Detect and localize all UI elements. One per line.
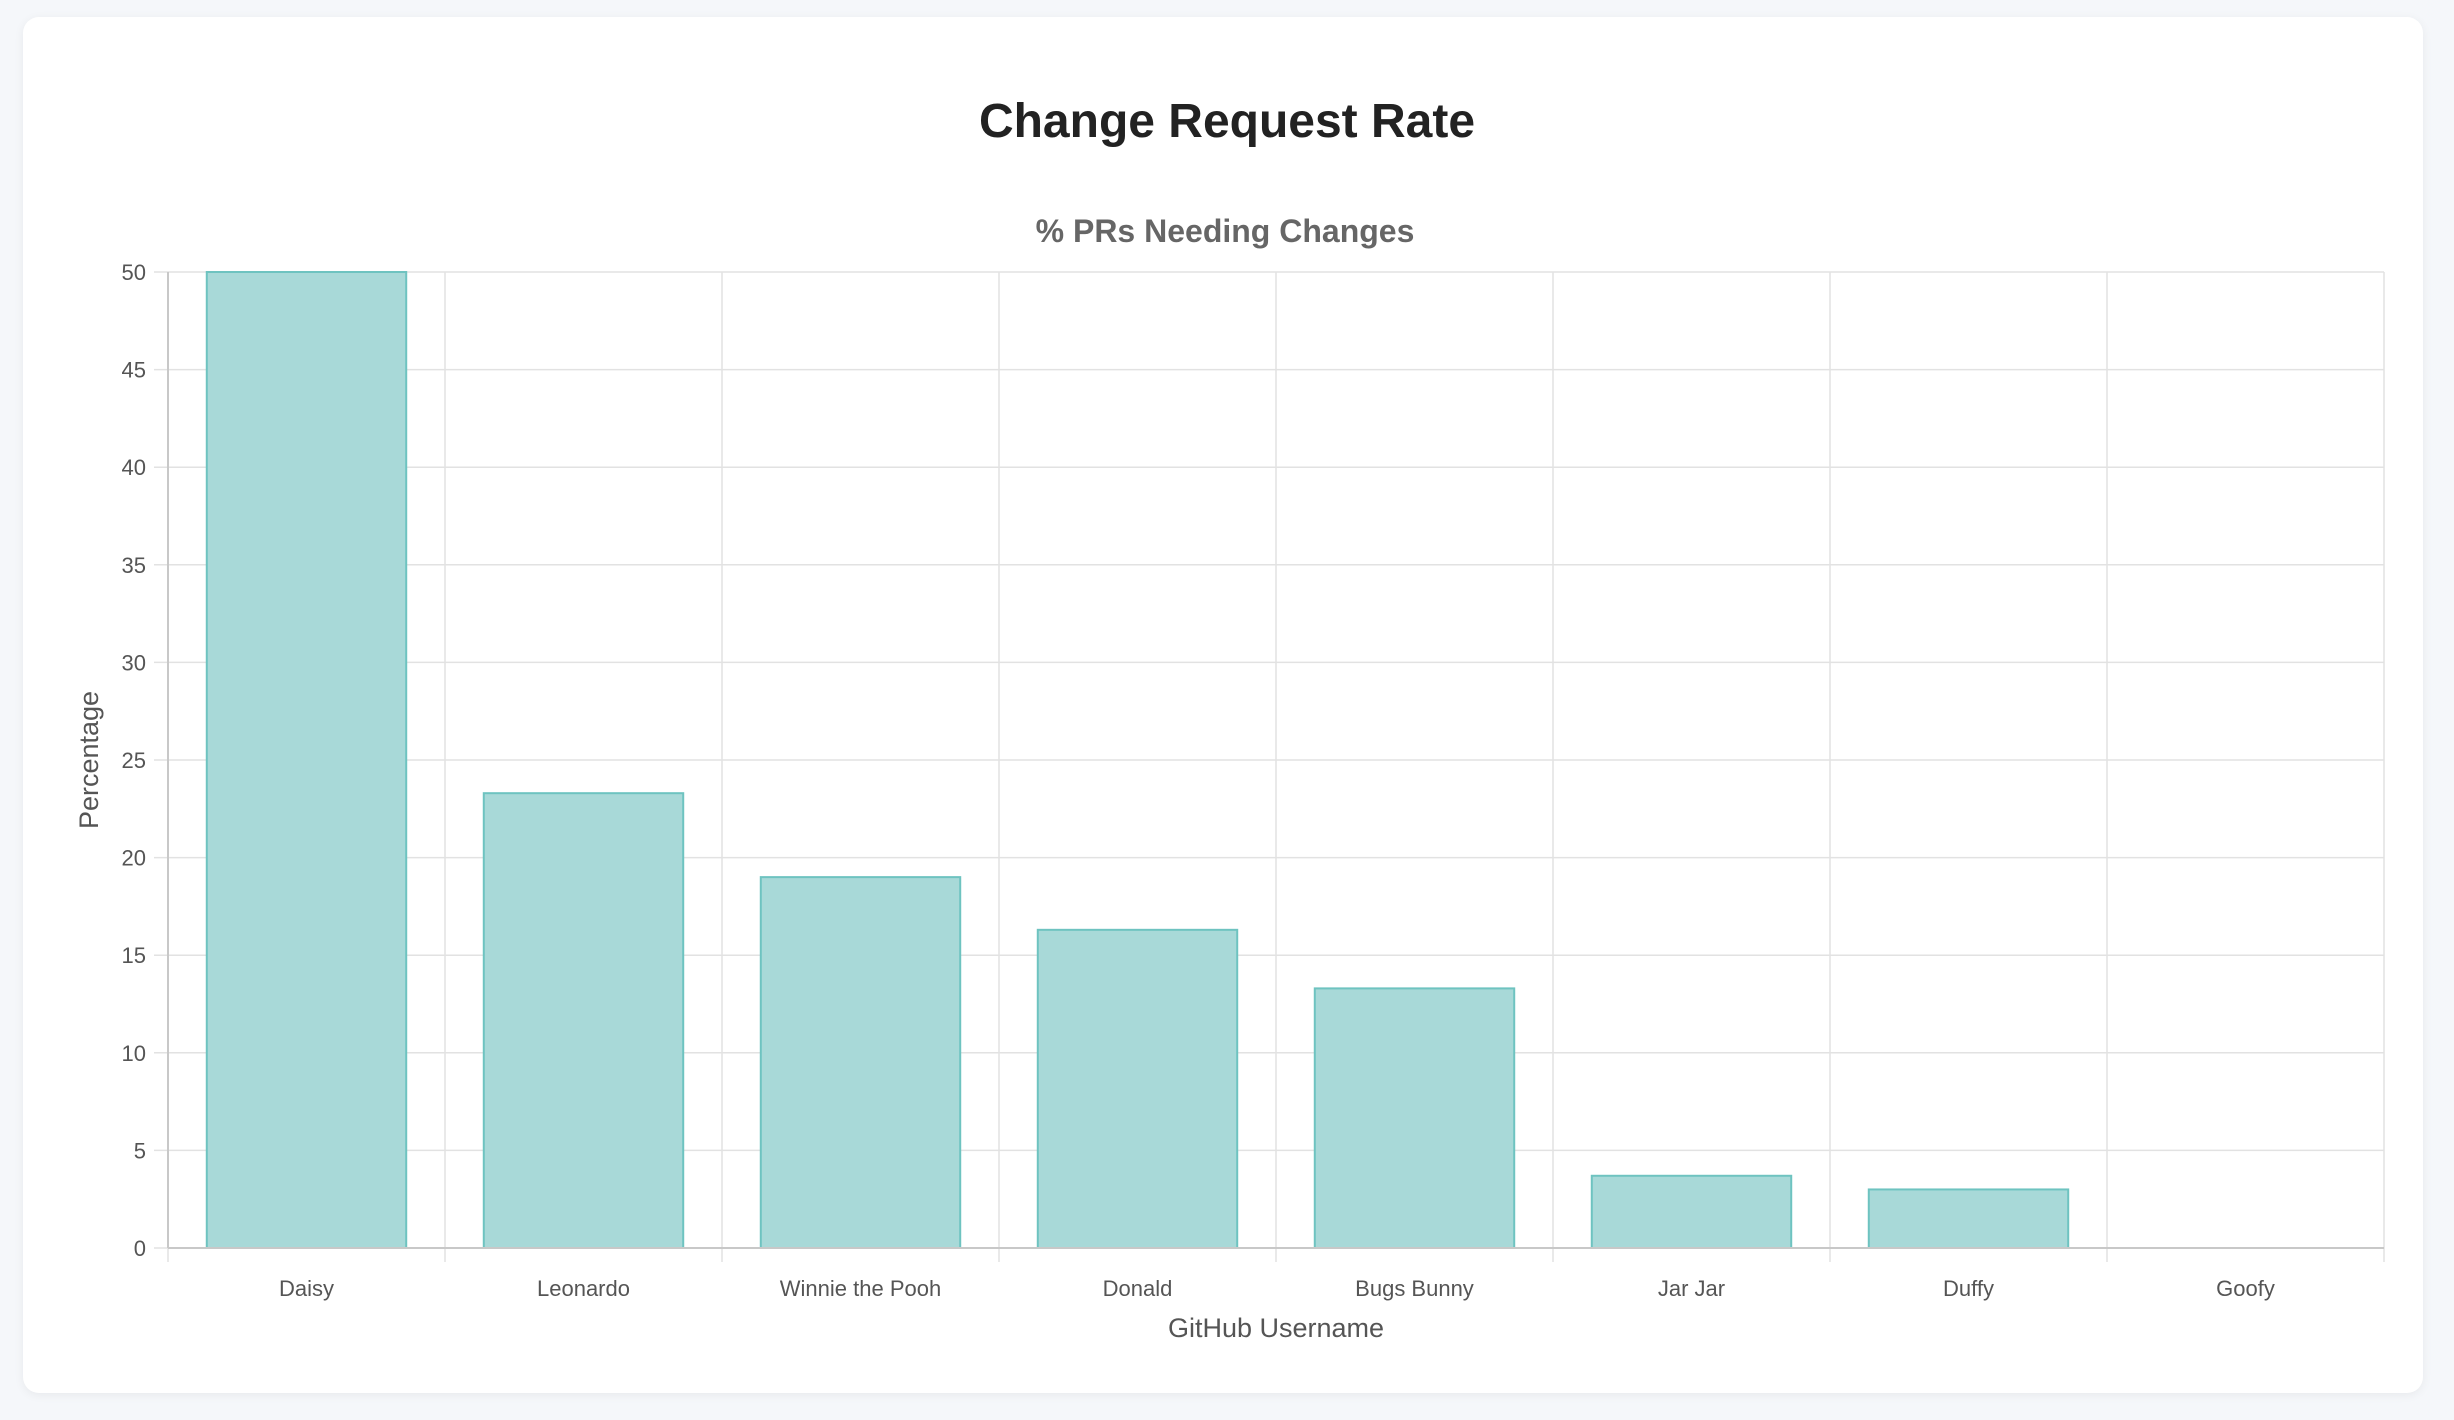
x-tick-label: Winnie the Pooh [780, 1276, 941, 1301]
x-tick-label: Bugs Bunny [1355, 1276, 1474, 1301]
y-tick-label: 30 [122, 650, 146, 675]
y-tick-label: 35 [122, 553, 146, 578]
bar-winnie-the-pooh[interactable] [759, 876, 962, 1249]
x-tick-label: Goofy [2216, 1276, 2275, 1301]
bar-jar-jar[interactable] [1590, 1174, 1793, 1249]
y-tick-label: 45 [122, 358, 146, 383]
x-tick-label: Leonardo [537, 1276, 630, 1301]
y-tick-label: 25 [122, 748, 146, 773]
x-tick-label: Donald [1103, 1276, 1173, 1301]
bars [205, 271, 2070, 1250]
x-tick-label: Daisy [279, 1276, 334, 1301]
y-tick-label: 15 [122, 943, 146, 968]
bar-bugs-bunny[interactable] [1313, 987, 1516, 1249]
bar-leonardo[interactable] [482, 792, 685, 1250]
bar-daisy[interactable] [205, 271, 408, 1249]
y-tick-label: 0 [134, 1236, 146, 1261]
axes: 0 5 10 15 20 25 30 35 40 45 50 Daisy Leonardo Winnie … [122, 260, 2384, 1301]
bar-duffy[interactable] [1867, 1188, 2070, 1249]
x-axis-title: GitHub Username [1168, 1313, 1384, 1343]
y-tick-label: 20 [122, 846, 146, 871]
page-title: Change Request Rate [978, 95, 1476, 148]
x-tick-label: Jar Jar [1658, 1276, 1725, 1301]
y-tick-label: 10 [122, 1041, 146, 1066]
y-tick-label: 50 [122, 260, 146, 285]
y-tick-label: 5 [134, 1138, 146, 1163]
y-tick-label: 40 [122, 455, 146, 480]
x-tick-label: Duffy [1943, 1276, 1994, 1301]
y-axis-title: Percentage [74, 691, 104, 829]
chart-subtitle: % PRs Needing Changes [1036, 213, 1415, 249]
bar-donald[interactable] [1036, 928, 1239, 1249]
